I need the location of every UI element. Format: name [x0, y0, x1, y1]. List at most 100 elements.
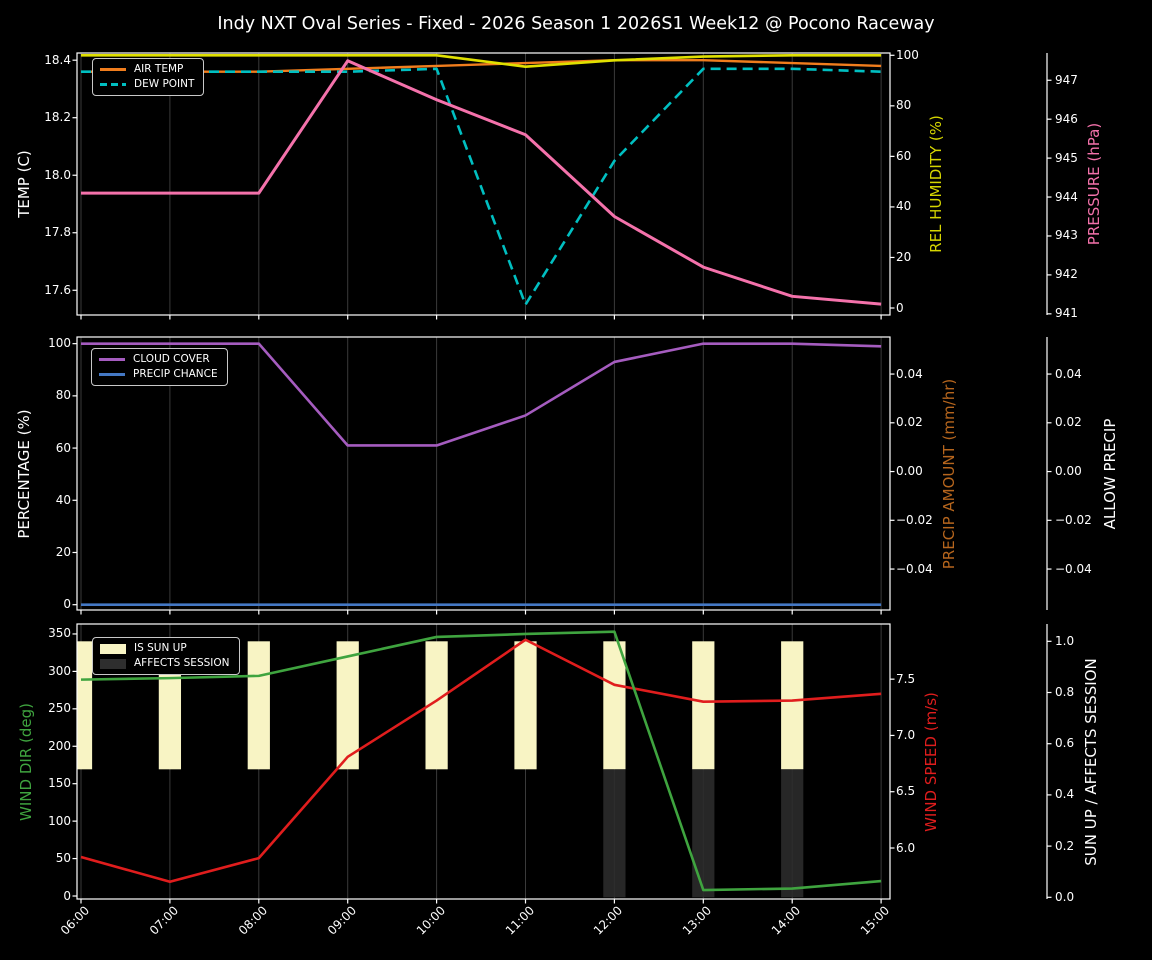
y-tick-label: 0.02: [896, 415, 923, 430]
y-tick-label: 100: [48, 813, 71, 828]
y-tick-label: 250: [48, 701, 71, 716]
y-tick-label: 150: [48, 776, 71, 791]
y-tick-label: 6.5: [896, 784, 916, 799]
bar-is-sun-up: [247, 641, 270, 770]
y-tick-label: 946: [1055, 111, 1078, 126]
cloud-cover-swatch: [99, 358, 125, 361]
panel-temperature-humidity-pressure: [72, 52, 1052, 320]
axis-label-allow-precip: ALLOW PRECIP: [1101, 418, 1119, 529]
y-tick-label: 941: [1055, 306, 1078, 321]
y-tick-label: −0.02: [896, 512, 933, 527]
axis-label-precip-amount-mm-hr: PRECIP AMOUNT (mm/hr): [940, 378, 958, 569]
y-tick-label: −0.02: [1055, 512, 1092, 527]
bar-is-sun-up: [336, 641, 359, 770]
y-tick-label: 0: [63, 597, 71, 612]
y-tick-label: 80: [55, 388, 71, 403]
bar-is-sun-up: [425, 641, 448, 770]
axes-spine: [76, 52, 891, 316]
bar-affects-session: [692, 769, 715, 898]
bar-is-sun-up: [514, 641, 537, 770]
axis-label-wind-dir-deg: WIND DIR (deg): [17, 702, 35, 821]
series-dew-point: [81, 67, 882, 306]
series-rel-humidity: [81, 53, 882, 68]
series-cloud-cover: [81, 342, 882, 447]
legend-label: CLOUD COVER: [133, 353, 210, 365]
y-tick-label: 0.00: [1055, 464, 1082, 479]
y-tick-label: 17.8: [44, 225, 71, 240]
series-wind-dir: [80, 630, 882, 892]
y-tick-label: 0.2: [1055, 838, 1075, 853]
y-tick-label: 0.02: [1055, 415, 1082, 430]
axis-label-pressure-hpa: PRESSURE (hPa): [1085, 122, 1103, 246]
y-tick-label: 100: [896, 47, 919, 62]
bar-is-sun-up: [77, 641, 93, 770]
panel-cloud-precip: [72, 336, 1052, 615]
axis-label-percentage: PERCENTAGE (%): [15, 408, 33, 539]
is-sun-up-swatch: [100, 643, 126, 654]
y-tick-label: 0: [896, 300, 904, 315]
y-tick-label: 18.2: [44, 110, 71, 125]
air-temp-swatch: [100, 68, 126, 71]
legend-item-precip-chance: PRECIP CHANCE: [99, 369, 218, 380]
bar-is-sun-up: [781, 641, 804, 770]
legend-panel-1: AIR TEMP DEW POINT: [92, 58, 205, 96]
legend-item-cloud-cover: CLOUD COVER: [99, 354, 218, 365]
y-tick-label: 1.0: [1055, 633, 1075, 648]
y-tick-label: 0: [63, 888, 71, 903]
affects-session-swatch: [100, 658, 126, 669]
y-tick-label: 60: [55, 440, 71, 455]
series-wind-speed: [80, 638, 882, 884]
axis-label-temp-c: TEMP (C): [15, 150, 33, 218]
axes-spine: [76, 336, 891, 611]
y-tick-label: 350: [48, 626, 71, 641]
y-tick-label: −0.04: [896, 561, 933, 576]
bar-is-sun-up: [692, 641, 715, 770]
legend-item-dew-point: DEW POINT: [100, 79, 194, 90]
axis-label-rel-humidity: REL HUMIDITY (%): [927, 115, 945, 253]
legend-item-is-sun-up: IS SUN UP: [100, 643, 230, 654]
y-tick-label: 20: [55, 544, 71, 559]
legend-label: DEW POINT: [134, 78, 195, 90]
y-tick-label: 80: [896, 98, 912, 113]
y-tick-label: 942: [1055, 267, 1078, 282]
y-tick-label: 6.0: [896, 840, 916, 855]
y-tick-label: 0.04: [1055, 366, 1082, 381]
y-tick-label: 7.5: [896, 671, 916, 686]
y-tick-label: −0.04: [1055, 561, 1092, 576]
y-tick-label: 18.4: [44, 52, 71, 67]
bar-affects-session: [781, 769, 804, 898]
legend-label: IS SUN UP: [134, 642, 187, 654]
bar-affects-session: [603, 769, 626, 898]
legend-label: PRECIP CHANCE: [133, 368, 218, 380]
y-tick-label: 0.4: [1055, 787, 1075, 802]
y-tick-label: 947: [1055, 72, 1078, 87]
y-tick-label: 7.0: [896, 727, 916, 742]
y-tick-label: 0.04: [896, 366, 923, 381]
legend-item-affects-session: AFFECTS SESSION: [100, 658, 230, 669]
y-tick-label: 943: [1055, 228, 1078, 243]
axes-spine: [76, 623, 891, 900]
legend-item-air-temp: AIR TEMP: [100, 64, 194, 75]
y-tick-label: 40: [896, 199, 912, 214]
dew-point-swatch: [100, 83, 126, 86]
y-tick-label: 100: [48, 336, 71, 351]
legend-label: AFFECTS SESSION: [134, 657, 230, 669]
precip-chance-swatch: [99, 373, 125, 376]
axis-label-sun-up-affects-session: SUN UP / AFFECTS SESSION: [1082, 657, 1100, 866]
y-tick-label: 0.6: [1055, 736, 1075, 751]
y-tick-label: 0.0: [1055, 889, 1075, 904]
y-tick-label: 40: [55, 492, 71, 507]
y-tick-label: 200: [48, 738, 71, 753]
chart-title: Indy NXT Oval Series - Fixed - 2026 Seas…: [217, 14, 935, 34]
y-tick-label: 20: [896, 249, 912, 264]
y-tick-label: 944: [1055, 189, 1078, 204]
bar-is-sun-up: [603, 641, 626, 770]
axis-label-wind-speed-m-s: WIND SPEED (m/s): [922, 691, 940, 832]
y-tick-label: 50: [55, 851, 71, 866]
legend-label: AIR TEMP: [134, 63, 184, 75]
y-tick-label: 945: [1055, 150, 1078, 165]
y-tick-label: 0.8: [1055, 685, 1075, 699]
series-pressure: [81, 59, 882, 306]
